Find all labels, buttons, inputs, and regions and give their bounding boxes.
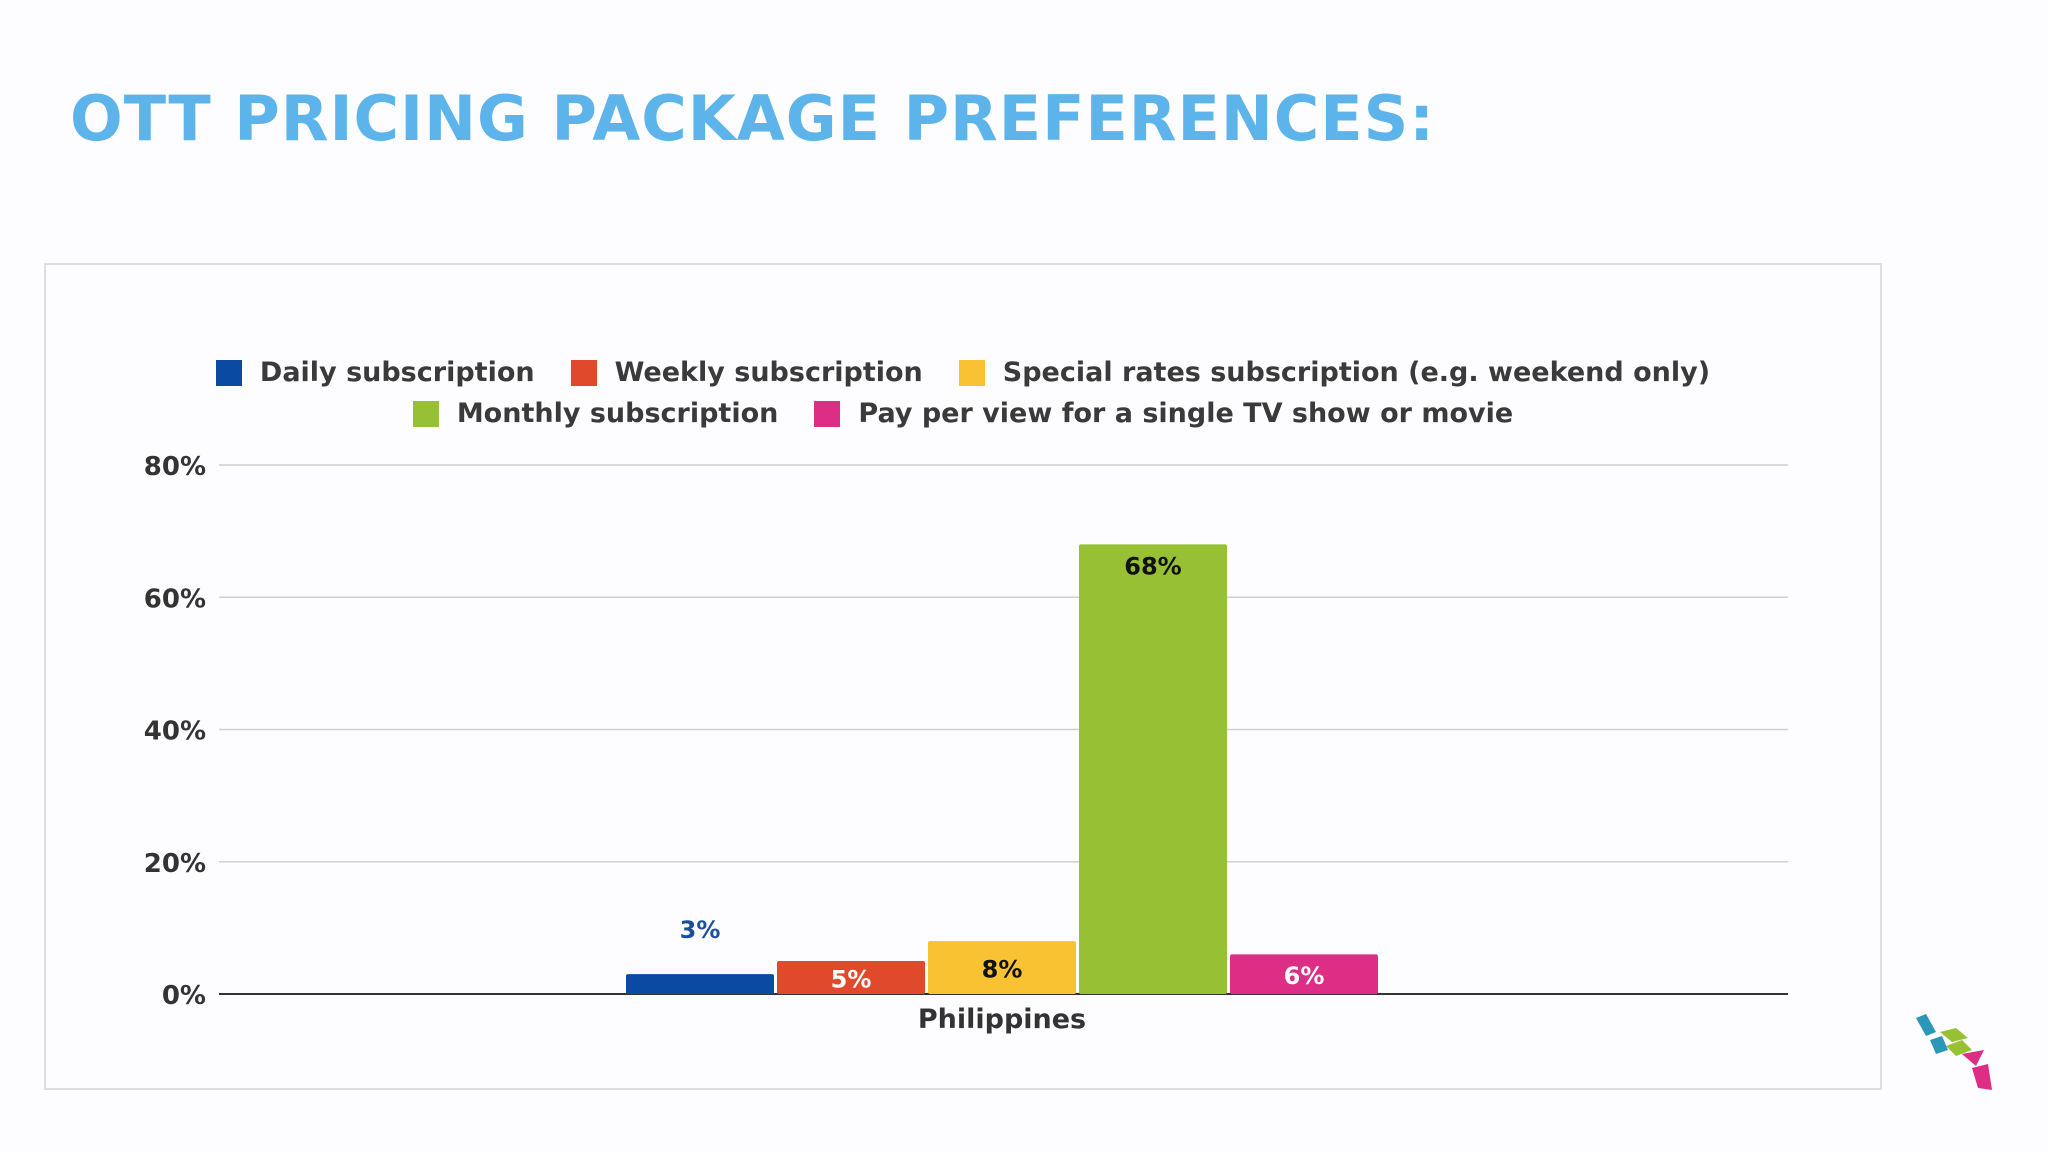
legend-row: Daily subscription Weekly subscription Spe… bbox=[215, 357, 1711, 388]
data-label: 8% bbox=[982, 956, 1023, 984]
legend-label: Monthly subscription bbox=[456, 398, 779, 429]
legend-item: Pay per view for a single TV show or mov… bbox=[814, 398, 1513, 429]
brand-logo-icon bbox=[1916, 1014, 1992, 1090]
legend-item: Daily subscription bbox=[215, 357, 535, 388]
data-label: 6% bbox=[1284, 962, 1325, 990]
bar-4 bbox=[1079, 544, 1227, 994]
bar-2 bbox=[777, 960, 925, 994]
y-tick-label: 80% bbox=[144, 452, 206, 482]
legend-label: Weekly subscription bbox=[614, 357, 923, 388]
legend-row: Monthly subscription Pay per view for a s… bbox=[412, 398, 1513, 429]
bar-1 bbox=[626, 974, 774, 994]
legend-swatch bbox=[412, 400, 439, 427]
chart-legend: Daily subscription Weekly subscription Spe… bbox=[46, 357, 1880, 429]
bar-chart: 0% 20% 40% 60% 80% 3% 5% 8% 68% 6% Philippines bbox=[144, 452, 1788, 1035]
legend-item: Special rates subscription (e.g. weekend… bbox=[958, 357, 1711, 388]
data-label: 3% bbox=[680, 916, 721, 944]
page-title: OTT PRICING PACKAGE PREFERENCES: bbox=[70, 82, 1436, 155]
legend-label: Daily subscription bbox=[259, 357, 535, 388]
bar-5 bbox=[1230, 954, 1378, 994]
legend-label: Pay per view for a single TV show or mov… bbox=[858, 398, 1514, 429]
y-tick-label: 40% bbox=[144, 717, 206, 747]
y-tick-label: 60% bbox=[144, 584, 206, 614]
bar-3 bbox=[928, 941, 1076, 994]
data-label: 68% bbox=[1124, 552, 1181, 580]
legend-swatch bbox=[814, 400, 841, 427]
chart-panel: Daily subscription Weekly subscription Spe… bbox=[44, 263, 1882, 1090]
legend-swatch bbox=[570, 359, 597, 386]
data-label: 5% bbox=[831, 965, 872, 993]
legend-swatch bbox=[958, 359, 985, 386]
y-tick-label: 20% bbox=[144, 849, 206, 879]
legend-swatch bbox=[215, 359, 242, 386]
y-tick-label: 0% bbox=[162, 981, 206, 1011]
legend-label: Special rates subscription (e.g. weekend… bbox=[1002, 357, 1711, 388]
legend-item: Monthly subscription bbox=[412, 398, 779, 429]
legend-item: Weekly subscription bbox=[570, 357, 923, 388]
x-category-label: Philippines bbox=[918, 1004, 1086, 1035]
